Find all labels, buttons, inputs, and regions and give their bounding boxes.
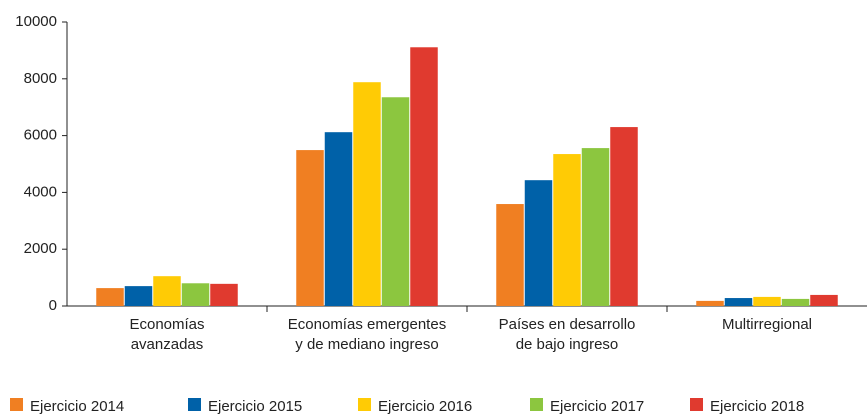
bar bbox=[181, 283, 210, 306]
bar bbox=[353, 82, 381, 306]
bar bbox=[153, 276, 181, 306]
legend-swatch bbox=[530, 398, 543, 411]
legend-swatch bbox=[358, 398, 371, 411]
bar bbox=[724, 298, 753, 306]
legend-swatch bbox=[690, 398, 703, 411]
bar bbox=[553, 154, 581, 306]
legend-label: Ejercicio 2018 bbox=[710, 398, 804, 415]
legend-label: Ejercicio 2017 bbox=[550, 398, 644, 415]
bar bbox=[496, 204, 524, 306]
bar bbox=[610, 127, 638, 306]
legend-label: Ejercicio 2016 bbox=[378, 398, 472, 415]
bar bbox=[753, 296, 781, 306]
bar bbox=[96, 288, 124, 306]
y-tick-label: 6000 bbox=[24, 127, 57, 144]
y-tick-label: 0 bbox=[49, 297, 57, 314]
legend-label: Ejercicio 2014 bbox=[30, 398, 124, 415]
bar bbox=[781, 298, 810, 306]
legend-swatch bbox=[10, 398, 23, 411]
x-tick-label: de bajo ingreso bbox=[516, 336, 619, 353]
x-tick-label: Economías bbox=[129, 316, 204, 333]
bar bbox=[324, 132, 353, 306]
legend-label: Ejercicio 2015 bbox=[208, 398, 302, 415]
y-tick-label: 8000 bbox=[24, 70, 57, 87]
x-tick-label: Países en desarrollo bbox=[499, 316, 636, 333]
bar bbox=[696, 300, 724, 306]
x-tick-label: Economías emergentes bbox=[288, 316, 446, 333]
y-tick-label: 2000 bbox=[24, 240, 57, 257]
y-tick-label: 10000 bbox=[15, 13, 57, 30]
bar bbox=[810, 294, 838, 306]
legend-swatch bbox=[188, 398, 201, 411]
bar bbox=[296, 150, 324, 306]
bar bbox=[210, 283, 238, 306]
bar bbox=[524, 180, 553, 306]
bar bbox=[581, 148, 610, 306]
x-tick-label: y de mediano ingreso bbox=[295, 336, 438, 353]
y-tick-label: 4000 bbox=[24, 183, 57, 200]
bar bbox=[410, 47, 438, 306]
x-tick-label: avanzadas bbox=[131, 336, 204, 353]
bar bbox=[381, 97, 410, 306]
bar bbox=[124, 286, 153, 306]
x-tick-label: Multirregional bbox=[722, 316, 812, 333]
